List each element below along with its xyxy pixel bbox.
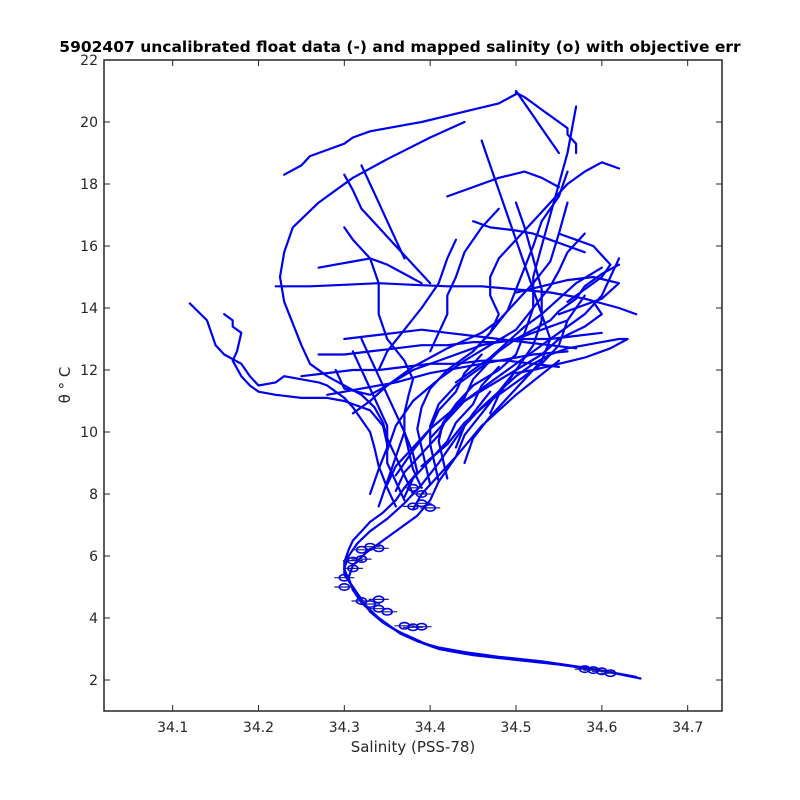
y-axis: 2 4 6 8 10 12 14 16 18 20 22 xyxy=(80,53,722,689)
x-tick-label: 34.5 xyxy=(500,720,531,736)
profile-line-6 xyxy=(278,120,466,496)
profile-line-41 xyxy=(514,275,621,316)
profile-line-38 xyxy=(343,173,432,285)
mapped-salinity-point-7 xyxy=(415,622,428,631)
x-tick-label: 34.6 xyxy=(586,720,617,736)
profile-line-37 xyxy=(514,89,561,155)
mapped-salinity-point-20 xyxy=(372,544,385,553)
profile-line-27 xyxy=(429,300,603,440)
mapped-salinity-point-9 xyxy=(381,607,394,616)
profile-line-28 xyxy=(420,294,586,468)
x-tick-label: 34.4 xyxy=(415,720,446,736)
profile-line-20 xyxy=(454,266,603,384)
y-tick-label: 8 xyxy=(89,487,98,503)
mapped-salinity-point-11 xyxy=(372,595,385,604)
axes-frame xyxy=(103,59,723,712)
profile-line-32 xyxy=(386,353,483,486)
y-tick-label: 22 xyxy=(80,53,98,69)
profile-line-36 xyxy=(514,91,578,155)
profile-line-11 xyxy=(454,337,629,449)
profile-line-44 xyxy=(472,220,586,254)
profile-line-21 xyxy=(489,201,543,415)
mapped-salinity-point-23 xyxy=(424,503,437,512)
profile-line-17 xyxy=(334,201,569,396)
y-tick-label: 16 xyxy=(80,239,98,255)
chart-title: 5902407 uncalibrated float data (-) and … xyxy=(59,38,741,56)
profile-line-39 xyxy=(360,164,406,260)
y-tick-label: 2 xyxy=(89,673,98,689)
mapped-salinity-point-25 xyxy=(415,489,428,498)
profile-line-34 xyxy=(351,350,389,496)
profile-line-22 xyxy=(472,170,569,353)
y-tick-label: 4 xyxy=(89,611,98,627)
y-tick-label: 18 xyxy=(80,177,98,193)
mapped-salinity-point-13 xyxy=(338,573,351,582)
mapped-salinity-point-6 xyxy=(398,621,411,630)
profile-line-43 xyxy=(446,170,561,198)
mapped-salinity-point-4 xyxy=(604,669,617,678)
mapped-salinity-point-17 xyxy=(355,555,368,564)
mapped-salinity-point-14 xyxy=(347,564,359,573)
y-tick-label: 6 xyxy=(89,549,98,565)
profile-line-26 xyxy=(326,350,569,396)
mapped-salinity-point-15 xyxy=(338,582,351,591)
x-tick-label: 34.3 xyxy=(329,720,360,736)
y-axis-label: θ ° C xyxy=(56,367,74,404)
x-tick-label: 34.7 xyxy=(672,720,703,736)
x-tick-label: 34.2 xyxy=(243,720,274,736)
mapped-salinity-point-2 xyxy=(587,666,600,675)
y-tick-label: 10 xyxy=(80,425,98,441)
mapped-salinity-point-1 xyxy=(578,665,591,674)
mapped-salinity-point-12 xyxy=(355,596,368,605)
profile-line-23 xyxy=(429,207,500,353)
profile-line-8 xyxy=(416,161,621,486)
y-tick-label: 12 xyxy=(80,363,98,379)
profile-line-18 xyxy=(386,232,586,452)
profile-line-42 xyxy=(317,257,423,285)
profile-line-35 xyxy=(283,92,518,176)
profile-line-30 xyxy=(403,365,500,499)
profile-line-14 xyxy=(274,282,638,316)
profile-line-13 xyxy=(343,328,578,350)
profile-line-40 xyxy=(557,232,612,303)
x-tick-label: 34.1 xyxy=(157,720,188,736)
mapped-salinity-point-24 xyxy=(407,483,419,492)
series-layer xyxy=(188,89,642,680)
mapped-salinity-layer xyxy=(334,483,621,678)
profile-line-31 xyxy=(394,359,492,492)
profile-line-3 xyxy=(347,359,629,677)
x-axis: 34.1 34.2 34.3 34.4 34.5 34.6 34.7 xyxy=(157,60,703,736)
profile-line-24 xyxy=(377,238,457,372)
profile-line-25 xyxy=(351,319,569,415)
plot-area xyxy=(104,60,722,711)
y-tick-label: 14 xyxy=(80,301,98,317)
mapped-salinity-point-22 xyxy=(415,499,428,508)
x-axis-label: Salinity (PSS-78) xyxy=(351,738,476,756)
profile-line-4 xyxy=(188,302,397,508)
profile-line-33 xyxy=(360,337,406,508)
y-tick-label: 20 xyxy=(80,115,98,131)
